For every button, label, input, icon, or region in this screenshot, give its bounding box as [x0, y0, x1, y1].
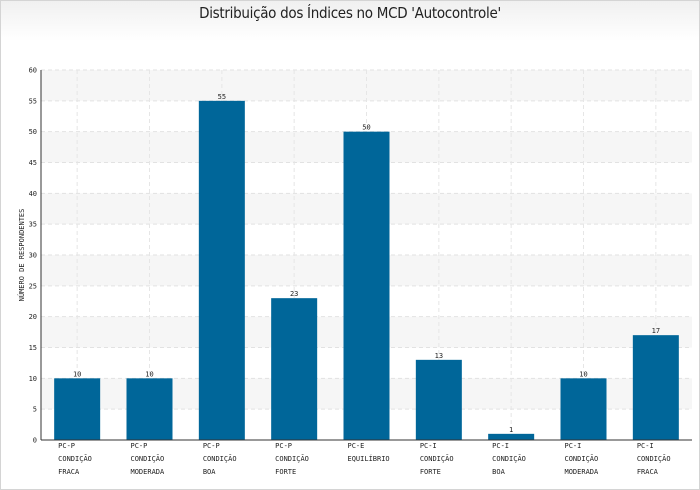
y-tick-label: 20 [29, 313, 37, 321]
y-axis-title: NÚMERO DE RESPONDENTES [17, 209, 26, 302]
x-tick-label: FORTE [420, 468, 441, 476]
y-tick-label: 5 [33, 406, 37, 414]
bar [632, 335, 679, 440]
data-labels: 10 10 55 23 50 13 1 10 17 [73, 93, 660, 434]
x-tick-labels: PC-P CONDIÇÃO FRACA PC-P CONDIÇÃO MODERADA PC-… [58, 442, 670, 476]
y-tick-label: 0 [33, 437, 37, 445]
x-tick-label: CONDIÇÃO [637, 454, 671, 463]
x-tick-label: BOA [492, 468, 505, 476]
x-tick-label: PC-I [565, 442, 582, 450]
y-tick-label: 40 [29, 190, 37, 198]
y-tick-label: 50 [29, 128, 37, 136]
x-tick-label: CONDIÇÃO [420, 454, 454, 463]
y-tick-label: 10 [29, 375, 37, 383]
y-tick-label: 35 [29, 221, 37, 229]
x-tick-label: CONDIÇÃO [203, 454, 237, 463]
x-tick-label: MODERADA [565, 468, 600, 476]
x-tick-label: CONDIÇÃO [492, 454, 526, 463]
y-tick-label: 25 [29, 282, 37, 290]
data-label: 13 [435, 352, 443, 360]
data-label: 1 [509, 426, 513, 434]
axes [40, 70, 692, 441]
bar [54, 378, 101, 440]
bars [54, 100, 679, 440]
x-tick-label: FRACA [58, 468, 80, 476]
x-tick-label: PC-P [275, 442, 292, 450]
x-tick-label: CONDIÇÃO [565, 454, 599, 463]
bar [415, 359, 462, 440]
data-label: 10 [579, 370, 587, 378]
data-label: 10 [145, 370, 153, 378]
x-tick-label: CONDIÇÃO [275, 454, 309, 463]
x-tick-label: PC-I [420, 442, 437, 450]
x-tick-label: PC-P [58, 442, 75, 450]
x-tick-label: CONDIÇÃO [58, 454, 92, 463]
bar [271, 298, 318, 440]
chart-title: Distribuição dos Índices no MCD 'Autocon… [199, 4, 501, 22]
x-tick-label: PC-I [637, 442, 654, 450]
y-tick-label: 45 [29, 159, 37, 167]
data-label: 17 [652, 327, 660, 335]
x-tick-label: MODERADA [131, 468, 166, 476]
data-label: 10 [73, 370, 81, 378]
bar [488, 433, 535, 440]
bar [560, 378, 607, 440]
x-tick-label: EQUILÍBRIO [348, 454, 390, 463]
y-tick-label: 60 [29, 67, 37, 75]
x-tick-label: PC-P [203, 442, 220, 450]
x-tick-label: PC-E [348, 442, 365, 450]
x-tick-label: PC-P [131, 442, 148, 450]
bar [126, 378, 173, 440]
y-tick-labels: 0 5 10 15 20 25 30 35 40 45 50 55 60 [29, 67, 37, 445]
bar [198, 100, 245, 440]
data-label: 55 [218, 93, 226, 101]
data-label: 23 [290, 290, 298, 298]
y-tick-label: 55 [29, 97, 37, 105]
x-tick-label: PC-I [492, 442, 509, 450]
x-tick-label: BOA [203, 468, 216, 476]
y-tick-label: 15 [29, 344, 37, 352]
data-label: 50 [362, 124, 370, 132]
bar [343, 131, 390, 440]
x-tick-label: FRACA [637, 468, 659, 476]
y-tick-label: 30 [29, 252, 37, 260]
x-tick-label: FORTE [275, 468, 296, 476]
x-tick-label: CONDIÇÃO [131, 454, 165, 463]
